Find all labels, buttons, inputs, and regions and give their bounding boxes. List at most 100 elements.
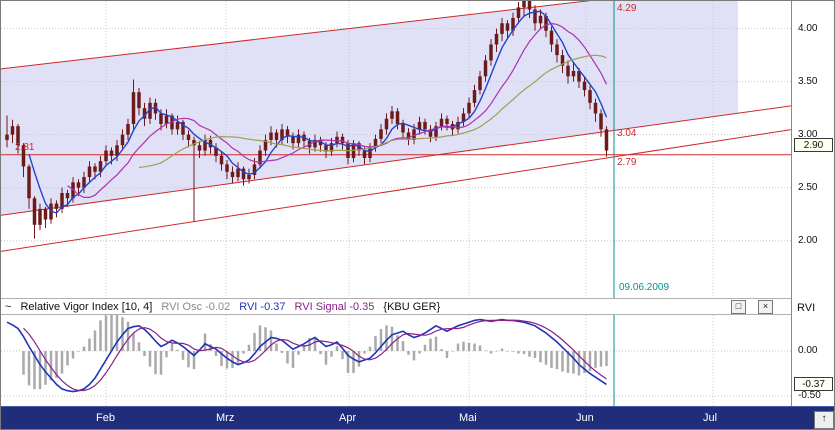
month-label: Jun	[576, 412, 594, 424]
osc-histogram-bar	[38, 351, 42, 390]
osc-histogram-bar	[297, 351, 300, 355]
osc-histogram-bar	[412, 351, 416, 361]
candle-body	[445, 118, 449, 125]
osc-histogram-bar	[473, 343, 476, 352]
candle-body	[401, 124, 405, 133]
osc-histogram-bar	[489, 351, 493, 354]
price-chart-canvas: 4.29 3.04 2.79 2.81 09.06.2009	[1, 1, 791, 298]
candle-body	[87, 166, 92, 178]
candle-body	[126, 124, 130, 135]
rvi-indicator-pane[interactable]	[1, 315, 791, 406]
osc-histogram-bar	[126, 321, 130, 352]
candle-body	[467, 102, 471, 114]
osc-histogram-bar	[137, 342, 141, 352]
osc-histogram-bar	[60, 351, 64, 374]
osc-histogram-bar	[418, 351, 421, 354]
candle-body	[533, 9, 537, 24]
osc-histogram-bar	[313, 338, 317, 352]
osc-histogram-bar	[539, 351, 542, 363]
candle-body	[582, 81, 587, 91]
osc-histogram-bar	[533, 351, 537, 358]
osc-histogram-bar	[110, 315, 113, 352]
osc-histogram-bar	[154, 351, 157, 375]
candle-body	[60, 192, 64, 209]
candle-body	[269, 132, 273, 140]
price-chart-pane[interactable]: 4.29 3.04 2.79 2.81 09.06.2009	[1, 1, 791, 298]
osc-histogram-bar	[396, 335, 399, 352]
candle-body	[406, 132, 411, 140]
candle-body	[27, 166, 31, 199]
osc-histogram-bar	[115, 315, 119, 352]
candle-body	[109, 150, 114, 156]
osc-histogram-bar	[522, 351, 526, 355]
candle-body	[274, 132, 279, 140]
candle-body	[516, 7, 521, 18]
scroll-up-button[interactable]: ↑	[814, 411, 834, 429]
indicator-header-bar: ~ Relative Vigor Index [10, 4] RVI Osc -…	[1, 298, 791, 315]
close-pane-icon[interactable]: ×	[758, 299, 773, 314]
candle-body	[555, 44, 559, 56]
candle-body	[76, 182, 81, 188]
osc-histogram-bar	[280, 351, 284, 353]
candle-body	[560, 55, 565, 66]
candle-body	[214, 147, 218, 156]
rvi-pane-label: RVI	[797, 302, 816, 314]
candle-body	[82, 177, 86, 188]
trend-line	[1, 1, 591, 70]
candle-body	[593, 102, 598, 114]
month-label: Mai	[459, 412, 477, 424]
osc-histogram-bar	[357, 351, 361, 367]
price-annotation: 4.29	[617, 3, 637, 14]
month-label: Jul	[703, 412, 718, 424]
osc-histogram-bar	[220, 351, 223, 367]
moving-average-line	[67, 22, 608, 198]
osc-histogram-bar	[445, 351, 449, 358]
osc-histogram-bar	[165, 351, 168, 358]
last-price-tag: 2.90	[794, 138, 833, 152]
osc-histogram-bar	[566, 351, 570, 373]
osc-histogram-bar	[511, 351, 515, 352]
osc-histogram-bar	[495, 351, 498, 352]
osc-histogram-bar	[82, 346, 86, 352]
candle-body	[489, 44, 493, 61]
osc-histogram-bar	[528, 351, 531, 357]
candle-body	[379, 129, 383, 139]
osc-histogram-bar	[176, 349, 179, 352]
candle-body	[439, 118, 444, 127]
osc-histogram-bar	[143, 351, 146, 357]
candle-body	[434, 126, 438, 137]
candle-body	[549, 30, 554, 45]
candle-body	[5, 134, 9, 140]
osc-histogram-bar	[368, 346, 372, 352]
candle-body	[588, 90, 592, 103]
candle-body	[263, 139, 268, 151]
osc-histogram-bar	[330, 351, 333, 357]
osc-histogram-bar	[451, 351, 454, 352]
osc-histogram-bar	[71, 351, 75, 359]
candle-body	[280, 129, 284, 140]
candle-body	[417, 121, 422, 130]
month-label: Apr	[339, 412, 357, 424]
osc-histogram-bar	[93, 330, 97, 352]
osc-histogram-bar	[467, 342, 471, 352]
candle-body	[423, 121, 427, 130]
candle-body	[21, 145, 26, 167]
osc-histogram-bar	[269, 330, 273, 352]
candle-body	[16, 126, 20, 146]
candle-body	[148, 102, 152, 119]
osc-histogram-bar	[170, 343, 174, 352]
osc-histogram-bar	[88, 338, 91, 352]
candle-body	[599, 113, 603, 130]
osc-histogram-bar	[500, 348, 504, 352]
candle-body	[428, 129, 433, 137]
osc-histogram-bar	[434, 336, 438, 352]
trend-line	[1, 105, 791, 216]
price-annotation: 3.04	[617, 128, 637, 139]
candle-body	[296, 134, 301, 144]
candle-body	[478, 76, 482, 91]
rvi-chart-canvas	[1, 315, 791, 406]
candle-body	[505, 23, 510, 31]
candle-body	[318, 139, 323, 146]
restore-pane-icon[interactable]: □	[731, 299, 746, 314]
